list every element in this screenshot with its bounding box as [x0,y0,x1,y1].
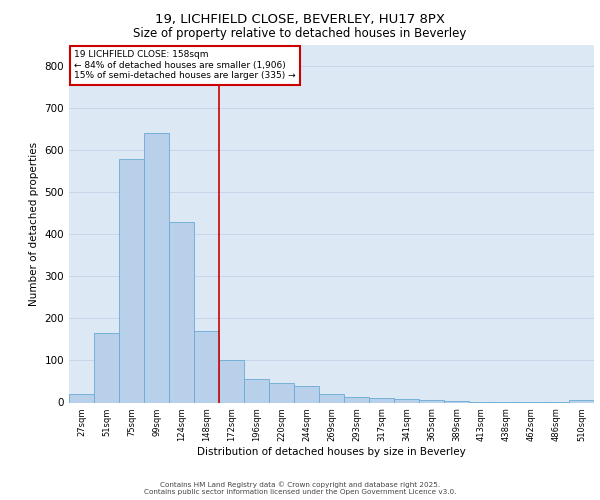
Bar [569,400,594,402]
Bar [94,333,119,402]
Bar [194,331,219,402]
Bar [219,360,244,403]
Text: 19 LICHFIELD CLOSE: 158sqm
← 84% of detached houses are smaller (1,906)
15% of s: 19 LICHFIELD CLOSE: 158sqm ← 84% of deta… [74,50,296,80]
Bar [319,394,344,402]
Bar [294,386,319,402]
Bar [244,380,269,402]
Bar [444,401,469,402]
Y-axis label: Number of detached properties: Number of detached properties [29,142,39,306]
Bar [69,394,94,402]
Bar [369,398,394,402]
Bar [169,222,194,402]
Text: Size of property relative to detached houses in Beverley: Size of property relative to detached ho… [133,28,467,40]
Text: Contains HM Land Registry data © Crown copyright and database right 2025.: Contains HM Land Registry data © Crown c… [160,481,440,488]
Bar [344,397,369,402]
Bar [419,400,444,402]
Bar [144,134,169,402]
Text: 19, LICHFIELD CLOSE, BEVERLEY, HU17 8PX: 19, LICHFIELD CLOSE, BEVERLEY, HU17 8PX [155,12,445,26]
Bar [269,382,294,402]
Bar [394,399,419,402]
Text: Contains public sector information licensed under the Open Government Licence v3: Contains public sector information licen… [144,489,456,495]
X-axis label: Distribution of detached houses by size in Beverley: Distribution of detached houses by size … [197,447,466,457]
Bar [119,158,144,402]
